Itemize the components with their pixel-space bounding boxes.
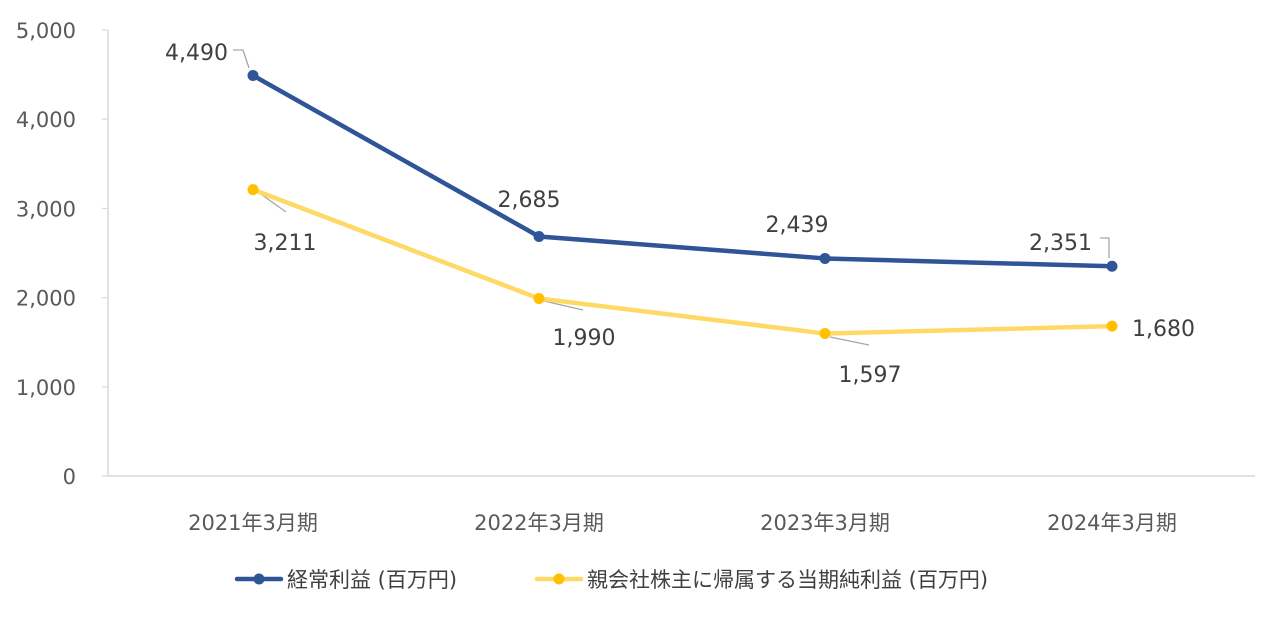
x-tick-label: 2023年3月期 bbox=[760, 511, 890, 535]
leader-line bbox=[233, 49, 250, 69]
data-point bbox=[1106, 320, 1118, 332]
x-axis: 2021年3月期 2022年3月期 2023年3月期 2024年3月期 bbox=[108, 475, 1255, 535]
legend-swatch-marker bbox=[553, 573, 565, 585]
data-point bbox=[819, 252, 831, 264]
legend-swatch-marker bbox=[253, 573, 265, 585]
data-point bbox=[247, 184, 259, 196]
x-tick-label: 2022年3月期 bbox=[474, 511, 604, 535]
legend-item[interactable]: 経常利益 (百万円) bbox=[234, 568, 457, 592]
data-point bbox=[533, 230, 545, 242]
data-label: 1,990 bbox=[553, 326, 616, 351]
leader-line bbox=[829, 336, 870, 346]
data-label: 2,439 bbox=[766, 213, 829, 238]
leader-line bbox=[1100, 237, 1110, 258]
data-point bbox=[533, 292, 545, 304]
x-tick-label: 2021年3月期 bbox=[188, 511, 318, 535]
legend-label: 親会社株主に帰属する当期純利益 (百万円) bbox=[587, 568, 988, 592]
data-point bbox=[819, 328, 831, 340]
data-label: 2,351 bbox=[1029, 231, 1092, 256]
leader-line bbox=[543, 300, 584, 311]
data-label: 1,680 bbox=[1132, 317, 1195, 342]
legend-label: 経常利益 (百万円) bbox=[287, 568, 457, 592]
y-tick-label: 5,000 bbox=[16, 19, 76, 43]
legend[interactable]: 経常利益 (百万円) 親会社株主に帰属する当期純利益 (百万円) bbox=[234, 568, 988, 592]
series-line-2 bbox=[250, 187, 1115, 336]
y-tick-label: 1,000 bbox=[16, 376, 76, 400]
series-line-1 bbox=[250, 73, 1115, 269]
data-label: 3,211 bbox=[254, 231, 317, 256]
legend-item[interactable]: 親会社株主に帰属する当期純利益 (百万円) bbox=[534, 568, 988, 592]
data-label: 1,597 bbox=[839, 363, 902, 388]
x-tick-label: 2024年3月期 bbox=[1047, 511, 1177, 535]
series bbox=[247, 69, 1118, 340]
y-tick-label: 0 bbox=[63, 465, 76, 489]
data-point bbox=[1106, 260, 1118, 272]
data-point bbox=[247, 69, 259, 81]
y-tick-label: 4,000 bbox=[16, 108, 76, 132]
y-axis: 0 1,000 2,000 3,000 4,000 5,000 bbox=[16, 19, 109, 489]
y-tick-label: 2,000 bbox=[16, 287, 76, 311]
data-labels: 4,490 2,685 2,439 2,351 3,211 1,990 1,597 1,680 bbox=[165, 41, 1195, 388]
y-tick-label: 3,000 bbox=[16, 197, 76, 221]
data-label: 2,685 bbox=[498, 188, 561, 213]
leader-lines bbox=[233, 49, 1110, 346]
data-label: 4,490 bbox=[165, 41, 228, 66]
